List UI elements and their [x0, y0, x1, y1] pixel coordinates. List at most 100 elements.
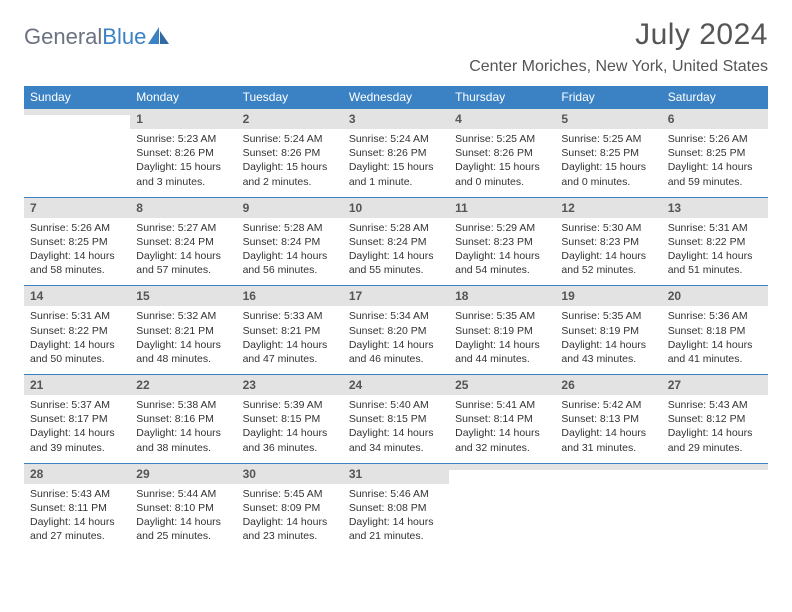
daylight-text: Daylight: 14 hours and 34 minutes. [349, 426, 443, 454]
day-body: Sunrise: 5:28 AMSunset: 8:24 PMDaylight:… [343, 218, 449, 286]
calendar-week: 7Sunrise: 5:26 AMSunset: 8:25 PMDaylight… [24, 197, 768, 286]
day-number: 8 [130, 198, 236, 218]
sunrise-text: Sunrise: 5:30 AM [561, 221, 655, 235]
daylight-text: Daylight: 14 hours and 59 minutes. [668, 160, 762, 188]
sunset-text: Sunset: 8:11 PM [30, 501, 124, 515]
sunset-text: Sunset: 8:24 PM [349, 235, 443, 249]
day-body: Sunrise: 5:37 AMSunset: 8:17 PMDaylight:… [24, 395, 130, 463]
location: Center Moriches, New York, United States [469, 58, 768, 76]
day-number: 21 [24, 375, 130, 395]
sunrise-text: Sunrise: 5:31 AM [30, 309, 124, 323]
day-number: 23 [237, 375, 343, 395]
day-body: Sunrise: 5:25 AMSunset: 8:26 PMDaylight:… [449, 129, 555, 197]
daylight-text: Daylight: 14 hours and 46 minutes. [349, 338, 443, 366]
day-body: Sunrise: 5:27 AMSunset: 8:24 PMDaylight:… [130, 218, 236, 286]
day-body: Sunrise: 5:23 AMSunset: 8:26 PMDaylight:… [130, 129, 236, 197]
calendar-cell: 1Sunrise: 5:23 AMSunset: 8:26 PMDaylight… [130, 109, 236, 198]
day-header: Monday [130, 86, 236, 109]
daylight-text: Daylight: 14 hours and 36 minutes. [243, 426, 337, 454]
calendar-cell: 12Sunrise: 5:30 AMSunset: 8:23 PMDayligh… [555, 197, 661, 286]
daylight-text: Daylight: 14 hours and 23 minutes. [243, 515, 337, 543]
sunset-text: Sunset: 8:24 PM [136, 235, 230, 249]
day-body: Sunrise: 5:38 AMSunset: 8:16 PMDaylight:… [130, 395, 236, 463]
sunset-text: Sunset: 8:09 PM [243, 501, 337, 515]
calendar-cell [555, 463, 661, 551]
day-number: 13 [662, 198, 768, 218]
calendar-cell: 27Sunrise: 5:43 AMSunset: 8:12 PMDayligh… [662, 375, 768, 464]
calendar-week: 14Sunrise: 5:31 AMSunset: 8:22 PMDayligh… [24, 286, 768, 375]
calendar-cell: 24Sunrise: 5:40 AMSunset: 8:15 PMDayligh… [343, 375, 449, 464]
calendar-cell: 25Sunrise: 5:41 AMSunset: 8:14 PMDayligh… [449, 375, 555, 464]
logo-text-blue: Blue [102, 24, 146, 50]
day-number: 29 [130, 464, 236, 484]
sunset-text: Sunset: 8:22 PM [668, 235, 762, 249]
daylight-text: Daylight: 14 hours and 58 minutes. [30, 249, 124, 277]
daylight-text: Daylight: 14 hours and 52 minutes. [561, 249, 655, 277]
sunset-text: Sunset: 8:26 PM [349, 146, 443, 160]
calendar-cell: 26Sunrise: 5:42 AMSunset: 8:13 PMDayligh… [555, 375, 661, 464]
day-number: 19 [555, 286, 661, 306]
day-number: 31 [343, 464, 449, 484]
day-body: Sunrise: 5:45 AMSunset: 8:09 PMDaylight:… [237, 484, 343, 552]
sunrise-text: Sunrise: 5:35 AM [455, 309, 549, 323]
sunset-text: Sunset: 8:22 PM [30, 324, 124, 338]
sunrise-text: Sunrise: 5:34 AM [349, 309, 443, 323]
day-header: Wednesday [343, 86, 449, 109]
calendar-cell: 13Sunrise: 5:31 AMSunset: 8:22 PMDayligh… [662, 197, 768, 286]
day-number: 10 [343, 198, 449, 218]
day-number: 2 [237, 109, 343, 129]
day-number: 11 [449, 198, 555, 218]
sunset-text: Sunset: 8:25 PM [30, 235, 124, 249]
day-body: Sunrise: 5:36 AMSunset: 8:18 PMDaylight:… [662, 306, 768, 374]
day-header: Thursday [449, 86, 555, 109]
day-number [449, 464, 555, 470]
sunset-text: Sunset: 8:23 PM [455, 235, 549, 249]
daylight-text: Daylight: 14 hours and 31 minutes. [561, 426, 655, 454]
day-number: 6 [662, 109, 768, 129]
day-number: 16 [237, 286, 343, 306]
sunset-text: Sunset: 8:15 PM [349, 412, 443, 426]
day-number: 14 [24, 286, 130, 306]
sunset-text: Sunset: 8:26 PM [243, 146, 337, 160]
day-body: Sunrise: 5:40 AMSunset: 8:15 PMDaylight:… [343, 395, 449, 463]
calendar-cell: 7Sunrise: 5:26 AMSunset: 8:25 PMDaylight… [24, 197, 130, 286]
day-number: 9 [237, 198, 343, 218]
day-number: 18 [449, 286, 555, 306]
day-header: Tuesday [237, 86, 343, 109]
day-body: Sunrise: 5:28 AMSunset: 8:24 PMDaylight:… [237, 218, 343, 286]
sunset-text: Sunset: 8:25 PM [668, 146, 762, 160]
sunrise-text: Sunrise: 5:26 AM [668, 132, 762, 146]
day-number: 5 [555, 109, 661, 129]
day-body: Sunrise: 5:41 AMSunset: 8:14 PMDaylight:… [449, 395, 555, 463]
daylight-text: Daylight: 14 hours and 48 minutes. [136, 338, 230, 366]
calendar-cell: 11Sunrise: 5:29 AMSunset: 8:23 PMDayligh… [449, 197, 555, 286]
sunset-text: Sunset: 8:19 PM [561, 324, 655, 338]
logo-text-gray: General [24, 24, 102, 50]
daylight-text: Daylight: 14 hours and 41 minutes. [668, 338, 762, 366]
calendar-cell: 2Sunrise: 5:24 AMSunset: 8:26 PMDaylight… [237, 109, 343, 198]
sunset-text: Sunset: 8:12 PM [668, 412, 762, 426]
day-body: Sunrise: 5:24 AMSunset: 8:26 PMDaylight:… [237, 129, 343, 197]
sunrise-text: Sunrise: 5:28 AM [243, 221, 337, 235]
day-number [24, 109, 130, 115]
day-body: Sunrise: 5:35 AMSunset: 8:19 PMDaylight:… [449, 306, 555, 374]
sunrise-text: Sunrise: 5:27 AM [136, 221, 230, 235]
daylight-text: Daylight: 14 hours and 50 minutes. [30, 338, 124, 366]
day-body: Sunrise: 5:31 AMSunset: 8:22 PMDaylight:… [24, 306, 130, 374]
day-number [662, 464, 768, 470]
day-body: Sunrise: 5:35 AMSunset: 8:19 PMDaylight:… [555, 306, 661, 374]
sunset-text: Sunset: 8:23 PM [561, 235, 655, 249]
sunrise-text: Sunrise: 5:32 AM [136, 309, 230, 323]
day-number: 7 [24, 198, 130, 218]
calendar-cell: 8Sunrise: 5:27 AMSunset: 8:24 PMDaylight… [130, 197, 236, 286]
day-body: Sunrise: 5:44 AMSunset: 8:10 PMDaylight:… [130, 484, 236, 552]
title-block: July 2024 Center Moriches, New York, Uni… [469, 18, 768, 76]
calendar-cell: 29Sunrise: 5:44 AMSunset: 8:10 PMDayligh… [130, 463, 236, 551]
sunrise-text: Sunrise: 5:24 AM [243, 132, 337, 146]
daylight-text: Daylight: 14 hours and 43 minutes. [561, 338, 655, 366]
day-body: Sunrise: 5:42 AMSunset: 8:13 PMDaylight:… [555, 395, 661, 463]
calendar-cell: 20Sunrise: 5:36 AMSunset: 8:18 PMDayligh… [662, 286, 768, 375]
sunrise-text: Sunrise: 5:43 AM [668, 398, 762, 412]
calendar-cell: 6 Sunrise: 5:26 AMSunset: 8:25 PMDaylight… [662, 109, 768, 198]
day-number: 26 [555, 375, 661, 395]
